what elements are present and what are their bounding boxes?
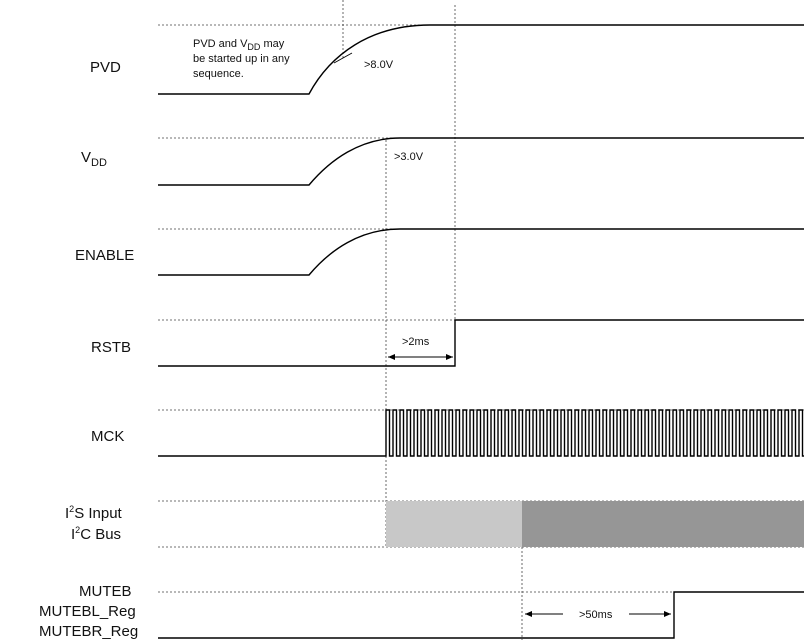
vdd-waveform — [158, 137, 804, 186]
i2s-input-label: I2S Input — [65, 504, 123, 522]
bus-idle-region — [386, 501, 522, 547]
pvd-label: PVD — [90, 59, 121, 76]
mute-delay-label: >50ms — [579, 609, 613, 621]
pvd-waveform — [158, 24, 804, 95]
bus-active-region — [522, 501, 804, 547]
pvd-threshold-tick — [333, 52, 353, 64]
pvd-threshold-label: >8.0V — [364, 59, 394, 71]
vdd-label: VDD — [81, 149, 107, 169]
vdd-threshold-label: >3.0V — [394, 151, 424, 163]
rstb-label: RSTB — [91, 339, 131, 356]
mutebl-reg-label: MUTEBL_Reg — [39, 603, 136, 620]
timing-markers — [342, 0, 523, 640]
rstb-waveform — [158, 319, 804, 367]
mutebr-reg-label: MUTEBR_Reg — [39, 623, 138, 640]
enable-waveform — [158, 228, 804, 276]
rstb-delay-label: >2ms — [402, 336, 430, 348]
i2c-bus-label: I2C Bus — [71, 525, 121, 543]
enable-label: ENABLE — [75, 247, 134, 264]
muteb-label: MUTEB — [79, 583, 132, 600]
startup-note-line2: be started up in any — [193, 53, 290, 65]
startup-note-line1: PVD and VDD may — [193, 38, 285, 52]
mck-waveform — [158, 409, 804, 457]
mck-label: MCK — [91, 428, 124, 445]
startup-note-line3: sequence. — [193, 68, 244, 80]
muteb-waveform — [158, 591, 804, 639]
